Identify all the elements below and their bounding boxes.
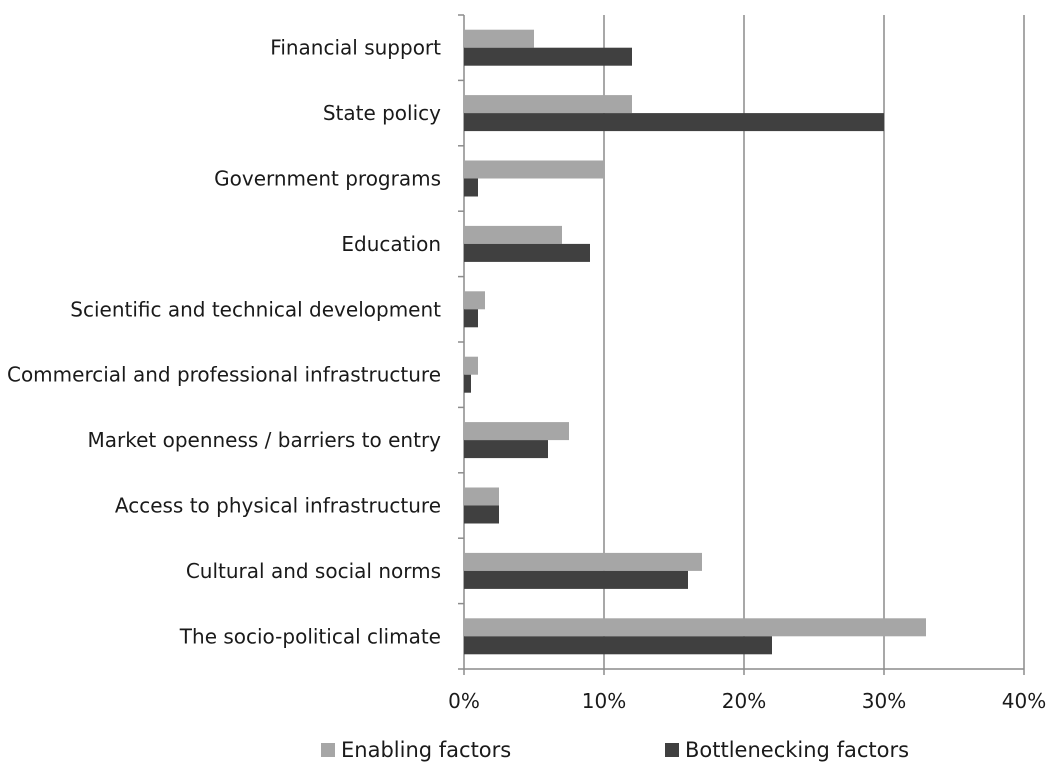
legend-label-enabling: Enabling factors (341, 738, 512, 762)
bar-bottlenecking (464, 570, 688, 589)
bar-enabling (464, 95, 632, 114)
bar-bottlenecking (464, 309, 478, 328)
legend-swatch-enabling (321, 743, 335, 757)
legend-label-bottlenecking: Bottlenecking factors (685, 738, 910, 762)
legend-swatch-bottlenecking (665, 743, 679, 757)
bar-enabling (464, 356, 478, 375)
bar-enabling (464, 487, 499, 506)
category-label: State policy (323, 101, 441, 125)
category-label: Education (341, 232, 441, 256)
x-tick-label: 10% (582, 689, 626, 713)
category-label: Financial support (270, 36, 441, 60)
x-tick-label: 40% (1002, 689, 1046, 713)
category-label: Access to physical infrastructure (115, 494, 441, 518)
legend: Enabling factors Bottlenecking factors (0, 738, 1048, 766)
bar-enabling (464, 29, 534, 48)
x-tick-label: 20% (722, 689, 766, 713)
bar-bottlenecking (464, 440, 548, 459)
category-label: Government programs (214, 167, 441, 191)
category-label: Commercial and professional infrastructu… (7, 363, 441, 387)
bar-bottlenecking (464, 243, 590, 262)
category-label: Scientific and technical development (70, 297, 441, 321)
category-label: Cultural and social norms (186, 559, 441, 583)
bar-bottlenecking (464, 505, 499, 524)
x-tick-label: 0% (448, 689, 480, 713)
category-label: The socio-political climate (179, 624, 441, 648)
bar-enabling (464, 552, 702, 571)
bar-enabling (464, 160, 604, 179)
bar-bottlenecking (464, 636, 772, 655)
x-tick-label: 30% (862, 689, 906, 713)
bar-bottlenecking (464, 178, 478, 197)
bar-enabling (464, 291, 485, 310)
legend-item-bottlenecking: Bottlenecking factors (665, 738, 909, 762)
bar-enabling (464, 225, 562, 244)
bar-bottlenecking (464, 47, 632, 66)
bar-enabling (464, 618, 926, 637)
bar-enabling (464, 422, 569, 441)
bar-chart: 0% 10% 20% 30% 40% Financial support State pol… (7, 14, 1046, 713)
category-label: Market openness / barriers to entry (87, 428, 441, 452)
bar-bottlenecking (464, 374, 471, 393)
bar-bottlenecking (464, 113, 884, 132)
legend-item-enabling: Enabling factors (321, 738, 511, 762)
